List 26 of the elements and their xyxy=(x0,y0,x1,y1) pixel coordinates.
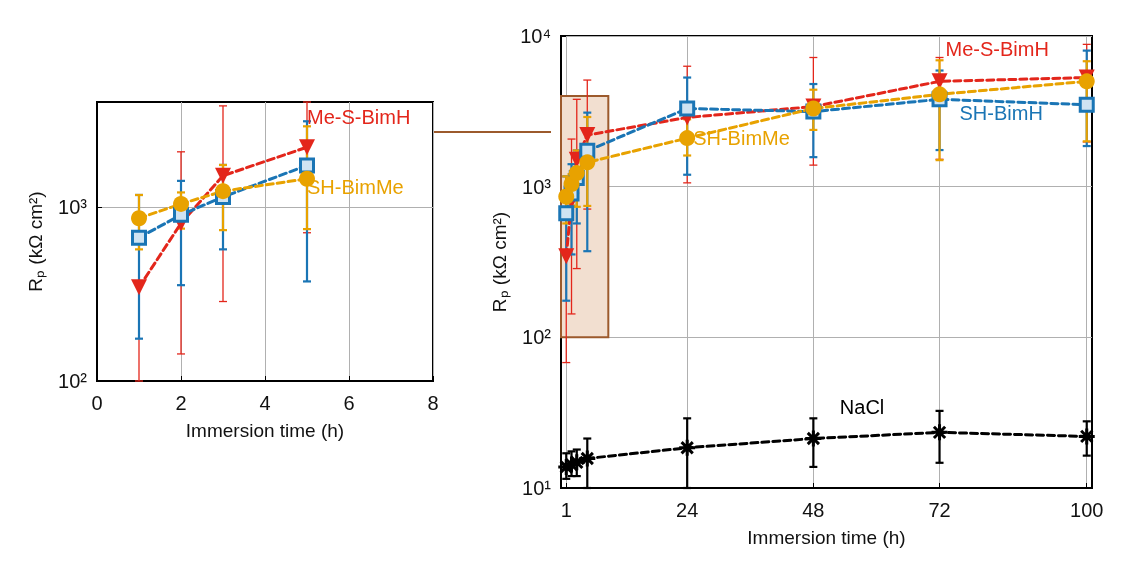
x-tick-label: 6 xyxy=(343,392,355,414)
series-label: SH-BimMe xyxy=(307,175,404,198)
series-label: SH-BimH xyxy=(959,102,1043,125)
x-tick-label: 48 xyxy=(802,499,825,521)
y-axis-title: Rₚ (kΩ cm²) xyxy=(489,211,511,313)
series-label: Me-S-BimH xyxy=(945,38,1049,61)
x-tick-label: 1 xyxy=(560,499,572,521)
x-tick-label: 4 xyxy=(259,392,271,414)
x-axis-title: Immersion time (h) xyxy=(185,420,345,441)
x-tick-label: 24 xyxy=(676,499,699,521)
y-tick-label: 10⁴ xyxy=(520,25,551,47)
x-tick-label: 0 xyxy=(91,392,103,414)
x-tick-label: 8 xyxy=(427,392,439,414)
x-tick-label: 2 xyxy=(175,392,187,414)
y-tick-label: 10² xyxy=(522,326,552,349)
y-tick-label: 10¹ xyxy=(522,477,552,499)
x-tick-label: 72 xyxy=(928,499,951,521)
y-tick-label: 10³ xyxy=(522,175,552,198)
series-label: NaCl xyxy=(839,396,885,419)
series-label: SH-BimMe xyxy=(693,127,790,150)
series-label: Me-S-BimH xyxy=(307,106,411,129)
y-tick-label: 10² xyxy=(58,370,88,392)
x-axis-title: Immersion time (h) xyxy=(747,527,906,548)
y-axis-title: Rₚ (kΩ cm²) xyxy=(25,191,47,292)
y-tick-label: 10³ xyxy=(58,195,88,218)
x-tick-label: 100 xyxy=(1070,499,1104,521)
